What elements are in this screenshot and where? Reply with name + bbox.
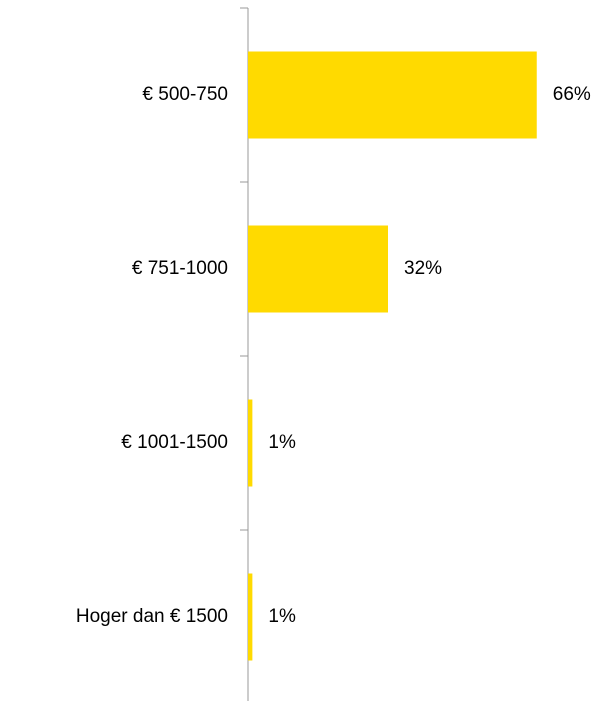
bar — [248, 573, 253, 661]
y-tick-label: € 751-1000 — [132, 258, 228, 279]
y-tick-label: € 500-750 — [142, 84, 228, 105]
value-label: 1% — [268, 432, 296, 453]
value-label: 1% — [268, 606, 296, 627]
value-label: 66% — [553, 84, 591, 105]
bar — [248, 225, 388, 313]
y-tick-label: € 1001-1500 — [121, 432, 228, 453]
bar — [248, 51, 537, 139]
y-tick-label: Hoger dan € 1500 — [76, 606, 228, 627]
bar — [248, 399, 253, 487]
value-label: 32% — [404, 258, 442, 279]
